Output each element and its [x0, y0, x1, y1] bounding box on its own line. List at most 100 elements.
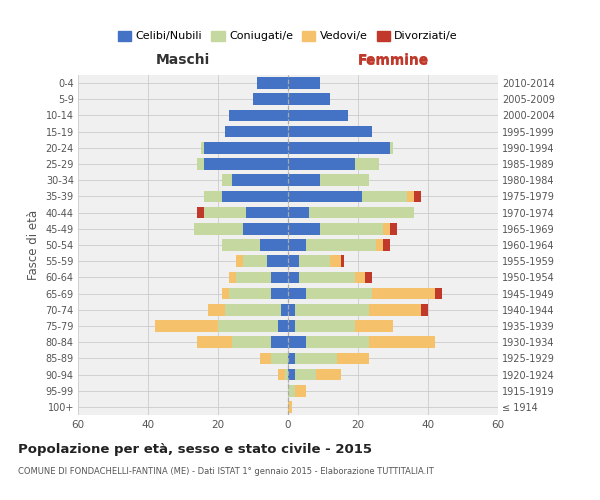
Bar: [277, 320, 288, 332]
Bar: [221, 239, 260, 251]
Bar: [320, 174, 368, 186]
Bar: [204, 158, 288, 170]
Bar: [305, 239, 376, 251]
Bar: [316, 368, 341, 380]
Bar: [288, 126, 372, 138]
Bar: [271, 336, 288, 348]
Bar: [376, 239, 383, 251]
Bar: [193, 223, 242, 234]
Bar: [288, 239, 305, 251]
Bar: [204, 142, 288, 154]
Text: Femmine: Femmine: [358, 52, 428, 66]
Text: Femmine: Femmine: [358, 54, 428, 68]
Bar: [253, 94, 288, 105]
Bar: [232, 174, 288, 186]
Bar: [204, 190, 221, 202]
Bar: [229, 272, 235, 283]
Bar: [288, 142, 389, 154]
Bar: [295, 368, 316, 380]
Bar: [288, 288, 305, 300]
Bar: [295, 320, 355, 332]
Bar: [288, 110, 347, 122]
Bar: [218, 320, 277, 332]
Bar: [288, 207, 309, 218]
Bar: [288, 256, 299, 267]
Bar: [288, 94, 330, 105]
Bar: [389, 142, 393, 154]
Bar: [288, 158, 355, 170]
Bar: [271, 352, 288, 364]
Bar: [288, 304, 295, 316]
Bar: [365, 272, 372, 283]
Bar: [197, 336, 232, 348]
Bar: [221, 174, 232, 186]
Bar: [288, 78, 320, 89]
Bar: [355, 320, 393, 332]
Text: Popolazione per età, sesso e stato civile - 2015: Popolazione per età, sesso e stato civil…: [18, 442, 372, 456]
Bar: [368, 304, 421, 316]
Bar: [383, 223, 389, 234]
Bar: [155, 320, 218, 332]
Bar: [295, 385, 305, 396]
Bar: [221, 288, 229, 300]
Bar: [229, 110, 288, 122]
Y-axis label: Fasce di età: Fasce di età: [27, 210, 40, 280]
Bar: [320, 223, 383, 234]
Bar: [361, 190, 407, 202]
Bar: [235, 272, 271, 283]
Bar: [330, 256, 341, 267]
Bar: [232, 336, 271, 348]
Text: COMUNE DI FONDACHELLI-FANTINA (ME) - Dati ISTAT 1° gennaio 2015 - Elaborazione T: COMUNE DI FONDACHELLI-FANTINA (ME) - Dat…: [18, 468, 434, 476]
Bar: [288, 223, 320, 234]
Bar: [389, 223, 397, 234]
Bar: [288, 190, 361, 202]
Bar: [260, 352, 271, 364]
Bar: [288, 174, 320, 186]
Bar: [246, 207, 288, 218]
Bar: [225, 304, 281, 316]
Bar: [229, 288, 271, 300]
Bar: [267, 256, 288, 267]
Bar: [288, 385, 295, 396]
Bar: [305, 288, 372, 300]
Bar: [284, 368, 288, 380]
Bar: [407, 190, 414, 202]
Bar: [305, 336, 368, 348]
Bar: [221, 190, 288, 202]
Bar: [281, 304, 288, 316]
Bar: [288, 368, 295, 380]
Bar: [225, 126, 288, 138]
Bar: [257, 78, 288, 89]
Bar: [368, 336, 435, 348]
Bar: [288, 401, 292, 412]
Bar: [288, 336, 305, 348]
Bar: [197, 158, 204, 170]
Bar: [271, 272, 288, 283]
Bar: [200, 142, 204, 154]
Bar: [337, 352, 368, 364]
Bar: [288, 320, 295, 332]
Bar: [197, 207, 204, 218]
Bar: [242, 256, 267, 267]
Bar: [242, 223, 288, 234]
Bar: [309, 207, 414, 218]
Bar: [341, 256, 344, 267]
Bar: [288, 272, 299, 283]
Bar: [383, 239, 389, 251]
Text: Maschi: Maschi: [156, 52, 210, 66]
Bar: [260, 239, 288, 251]
Bar: [208, 304, 225, 316]
Bar: [288, 352, 295, 364]
Bar: [299, 272, 355, 283]
Bar: [355, 158, 379, 170]
Bar: [277, 368, 284, 380]
Bar: [414, 190, 421, 202]
Bar: [372, 288, 435, 300]
Bar: [204, 207, 246, 218]
Bar: [355, 272, 365, 283]
Bar: [421, 304, 428, 316]
Legend: Celibi/Nubili, Coniugati/e, Vedovi/e, Divorziati/e: Celibi/Nubili, Coniugati/e, Vedovi/e, Di…: [113, 26, 463, 46]
Bar: [235, 256, 242, 267]
Bar: [295, 352, 337, 364]
Bar: [295, 304, 368, 316]
